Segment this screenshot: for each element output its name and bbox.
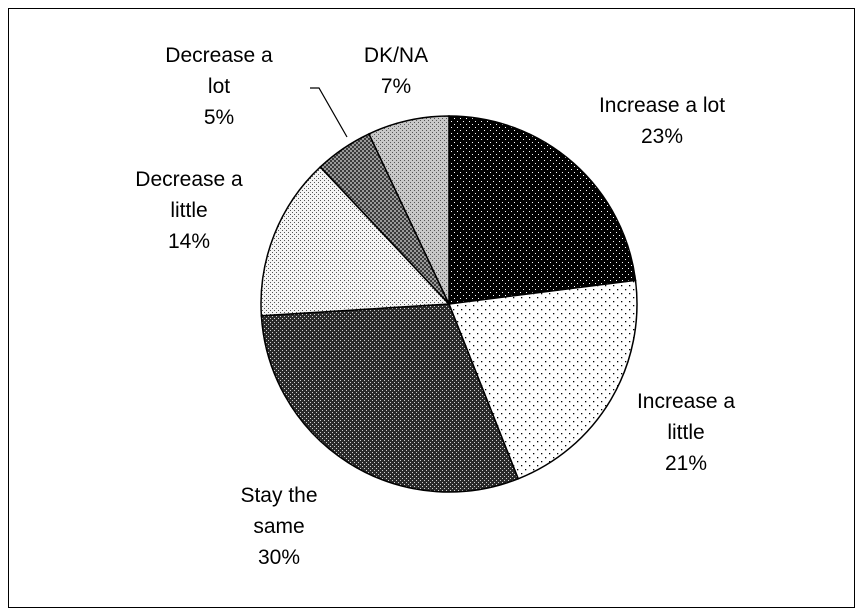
slice-label: Increase a little 21% [637,390,735,475]
pie-chart: Increase a lot 23% Increase a little 21% Stay… [135,44,735,569]
pie-slice [448,115,637,305]
pie-slice [447,279,638,480]
slice-label: Increase a lot 23% [599,94,725,148]
slice-label: Decrease a lot 5% [165,44,273,129]
pie-slice [367,115,450,305]
pie-slice [260,303,520,493]
pie-slice [260,165,451,317]
slice-label: Decrease a little 14% [135,168,243,253]
slice-label: DK/NA 7% [364,44,428,98]
slice-label: Stay the same 30% [240,484,317,569]
leader-line [310,87,348,138]
